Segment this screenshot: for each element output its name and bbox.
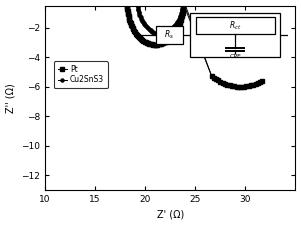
X-axis label: Z' (Ω): Z' (Ω) (157, 209, 184, 219)
Pt (261, 79, 264, 82)
Pt (125, 2, 129, 5)
Pt (240, 85, 243, 88)
Cu2SnS3 (139, 16, 142, 19)
Pt (132, 28, 135, 31)
Pt (216, 79, 220, 82)
Cu2SnS3 (216, 79, 220, 82)
Line: Cu2SnS3: Cu2SnS3 (136, 0, 264, 88)
Line: Pt: Pt (126, 2, 264, 88)
Cu2SnS3 (181, 6, 185, 9)
Cu2SnS3 (170, 28, 173, 30)
Pt (135, 34, 139, 36)
Cu2SnS3 (141, 20, 144, 22)
Cu2SnS3 (135, 0, 139, 1)
Cu2SnS3 (240, 85, 243, 88)
Pt (129, 23, 133, 26)
Cu2SnS3 (261, 79, 264, 82)
Pt (181, 11, 184, 14)
Legend: Pt, Cu2SnS3: Pt, Cu2SnS3 (54, 61, 108, 88)
Pt (167, 38, 171, 40)
Cu2SnS3 (144, 24, 147, 27)
Y-axis label: Z'' (Ω): Z'' (Ω) (5, 83, 16, 113)
